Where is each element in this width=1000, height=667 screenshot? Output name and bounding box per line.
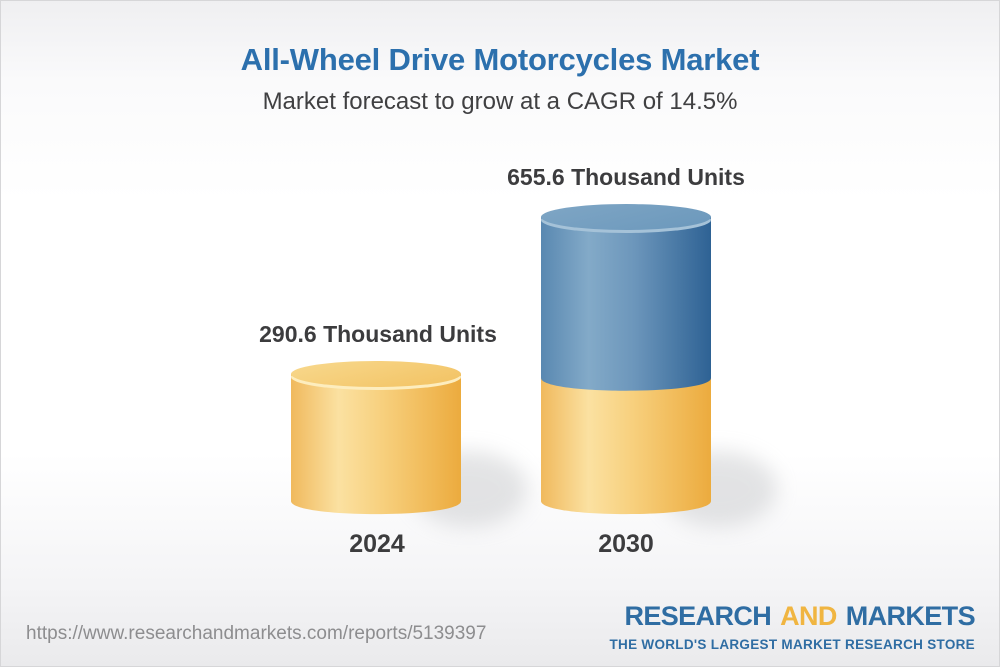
bar-2030-cylinder <box>541 204 711 515</box>
bar-2030-base-segment <box>541 378 711 515</box>
logo-word-research: RESEARCH <box>624 601 772 631</box>
bar-2024-cylinder <box>291 361 461 515</box>
bar-2024-top <box>291 361 461 387</box>
category-label-2030: 2030 <box>598 530 654 558</box>
logo-word-and: AND <box>780 601 837 631</box>
logo-tagline: THE WORLD'S LARGEST MARKET RESEARCH STOR… <box>609 637 975 652</box>
value-label-2024: 290.6 Thousand Units <box>259 321 497 347</box>
chart-subtitle: Market forecast to grow at a CAGR of 14.… <box>262 88 738 115</box>
research-and-markets-logo: RESEARCH AND MARKETS THE WORLD'S LARGEST… <box>609 603 975 653</box>
logo-word-markets: MARKETS <box>845 601 976 631</box>
category-label-2024: 2024 <box>349 530 405 558</box>
bar-2030-top <box>541 204 711 230</box>
logo-wordmark: RESEARCH AND MARKETS <box>609 603 975 630</box>
value-label-2030: 655.6 Thousand Units <box>507 164 745 190</box>
page-title: All-Wheel Drive Motorcycles Market <box>240 42 760 77</box>
report-url: https://www.researchandmarkets.com/repor… <box>26 623 487 644</box>
bar-2030-growth-segment <box>541 217 711 391</box>
bar-2024-body <box>291 374 461 515</box>
